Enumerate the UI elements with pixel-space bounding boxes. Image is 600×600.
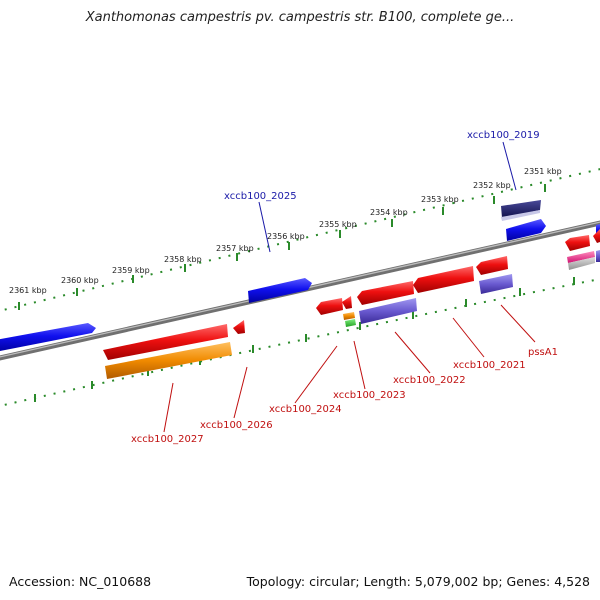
- gene-xccb100-2024: [316, 298, 343, 315]
- tick-label: 2361 kbp: [9, 286, 47, 295]
- tick-label: 2360 kbp: [61, 276, 99, 285]
- feature-orange: [105, 342, 232, 379]
- gene-label: xccb100_2027: [131, 434, 204, 445]
- gene-forward: [0, 323, 96, 352]
- accession-label: Accession: NC_010688: [9, 574, 152, 589]
- major-ticks-inner: [34, 277, 575, 402]
- gene-xccb100-2019: [501, 200, 541, 218]
- gene-xccb100-2027: [103, 324, 228, 360]
- major-ticks-outer: [18, 184, 546, 310]
- gene-xccb100-2025: [248, 278, 312, 303]
- leader-lines: [163, 141, 536, 433]
- feature-green-small: [345, 319, 356, 327]
- gene-xccb100-2026: [233, 320, 245, 334]
- gene-label: xccb100_2024: [269, 404, 342, 415]
- gene-xccb100-2023: [357, 281, 414, 305]
- tick-label: 2353 kbp: [421, 195, 459, 204]
- gene-label: pssA1: [528, 347, 558, 358]
- gene-label: xccb100_2019: [467, 130, 540, 141]
- reverse-genes: [103, 229, 600, 360]
- forward-genes: [0, 200, 600, 352]
- gene-forward: [506, 219, 546, 241]
- gene-xccb100-2024b: [342, 296, 352, 309]
- gene-label: xccb100_2025: [224, 191, 297, 202]
- feature-purple: [359, 298, 417, 324]
- gene-label: xccb100_2023: [333, 390, 406, 401]
- tick-label: 2354 kbp: [370, 208, 408, 217]
- feature-orange-small: [343, 312, 355, 320]
- gene-label: xccb100_2021: [453, 360, 526, 371]
- feature-bars: [105, 250, 600, 379]
- feature-purple: [479, 274, 513, 294]
- tick-label: 2351 kbp: [524, 167, 562, 176]
- gene-xccb100-2021: [476, 256, 508, 275]
- inner-tick-ring: [0, 277, 600, 407]
- gene-reverse-edge: [593, 229, 600, 243]
- gene-xccb100-2022: [413, 266, 474, 293]
- tick-label: 2355 kbp: [319, 220, 357, 229]
- tick-label: 2358 kbp: [164, 255, 202, 264]
- gene-label: xccb100_2022: [393, 375, 466, 386]
- topology-label: Topology: circular; Length: 5,079,002 bp…: [246, 574, 590, 589]
- map-title: Xanthomonas campestris pv. campestris st…: [85, 10, 515, 25]
- tick-label: 2352 kbp: [473, 181, 511, 190]
- gene-xccb100-2019-stripe: [501, 210, 540, 221]
- gene-labels: xccb100_2019 xccb100_2025 xccb100_2027 x…: [131, 130, 558, 445]
- tick-label: 2357 kbp: [216, 244, 254, 253]
- feature-grey: [568, 257, 595, 270]
- tick-label: 2359 kbp: [112, 266, 150, 275]
- tick-labels: 2351 kbp 2352 kbp 2353 kbp 2354 kbp 2355…: [9, 167, 562, 295]
- feature-purple-edge: [596, 250, 600, 262]
- feature-pink: [567, 251, 595, 263]
- gene-label: xccb100_2026: [200, 420, 273, 431]
- gene-reverse-right: [565, 235, 590, 251]
- tick-label: 2356 kbp: [267, 232, 305, 241]
